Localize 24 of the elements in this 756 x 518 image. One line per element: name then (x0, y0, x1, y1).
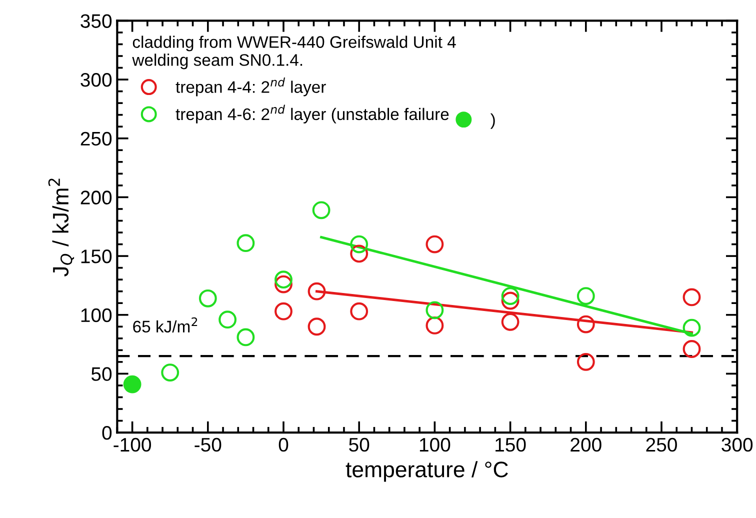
legend-label: trepan 4-4: 2$^{nd}$ layer (176, 78, 326, 96)
y-axis-title: J$_{Q}$ / kJ/m$^{2}$ (48, 178, 74, 276)
y-tick-label: 0 (102, 426, 112, 440)
y-tick-label: 350 (80, 14, 112, 28)
y-tick-label: 300 (80, 73, 112, 87)
y-tick-label: 50 (91, 367, 112, 381)
y-tick-label: 100 (81, 308, 112, 322)
y-tick-label: 200 (80, 190, 112, 204)
x-axis-title: temperature / °C (346, 461, 508, 482)
y-tick-label: 150 (81, 250, 112, 264)
legend-label: ) (490, 113, 495, 129)
x-tick-label: 250 (646, 438, 677, 452)
x-tick-label: 50 (349, 438, 370, 452)
x-tick-label: 0 (278, 438, 288, 452)
x-tick-label: 200 (570, 438, 602, 452)
x-tick-label: -50 (194, 438, 222, 452)
x-tick-label: 300 (722, 438, 753, 452)
x-tick-label: 100 (420, 438, 450, 452)
x-tick-label: 150 (496, 438, 526, 452)
ref-line-label: 65 kJ/m$^{2}$ (133, 317, 198, 333)
y-tick-label: 250 (80, 132, 112, 146)
x-tick-label: -100 (114, 438, 151, 452)
legend-title: cladding from WWER-440 Greifswald Unit 4 welding seam SN0.1.4. (132, 36, 456, 70)
legend-label: trepan 4-6: 2$^{nd}$ layer (unstable failure (176, 104, 449, 124)
